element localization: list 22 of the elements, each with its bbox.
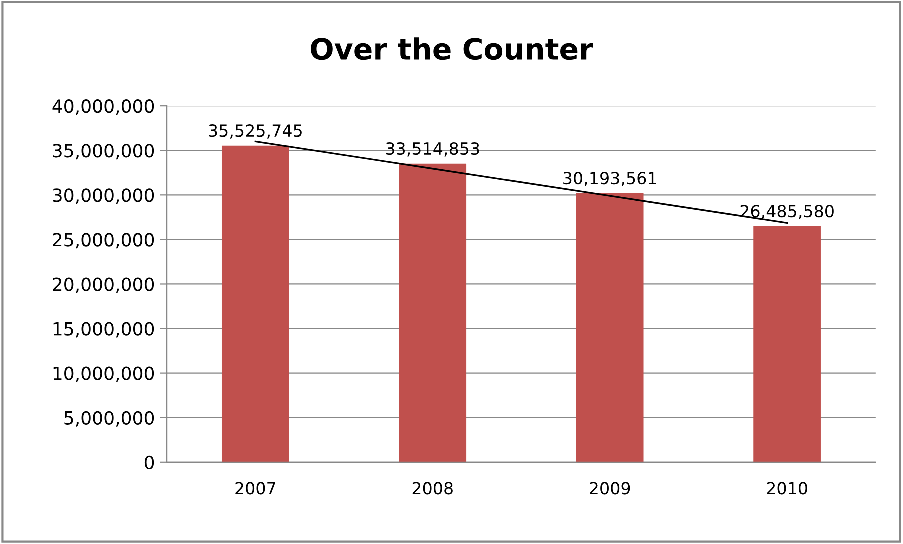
x-tick-label: 2009 — [590, 482, 630, 495]
x-tick-label: 2010 — [767, 482, 808, 495]
y-tick-label: 25,000,000 — [53, 233, 154, 249]
bar — [399, 164, 467, 462]
data-label: 26,485,580 — [740, 205, 834, 220]
y-tick-label: 20,000,000 — [53, 278, 154, 294]
y-tick-label: 0 — [144, 456, 154, 470]
bar — [576, 193, 644, 462]
y-tick-label: 15,000,000 — [54, 322, 154, 338]
bar — [222, 146, 290, 462]
data-label: 33,514,853 — [386, 142, 480, 157]
y-tick-label: 35,000,000 — [53, 144, 154, 160]
y-tick-label: 30,000,000 — [53, 188, 154, 204]
data-label: 35,525,745 — [209, 124, 302, 139]
chart-title: Over the Counter — [311, 38, 594, 60]
bar — [754, 226, 821, 462]
y-tick-label: 40,000,000 — [52, 100, 154, 116]
x-tick-label: 2007 — [236, 482, 276, 495]
data-label: 30,193,561 — [564, 172, 656, 186]
y-tick-label: 10,000,000 — [54, 366, 154, 382]
x-tick-label: 2008 — [412, 482, 453, 495]
y-tick-label: 5,000,000 — [64, 411, 154, 427]
